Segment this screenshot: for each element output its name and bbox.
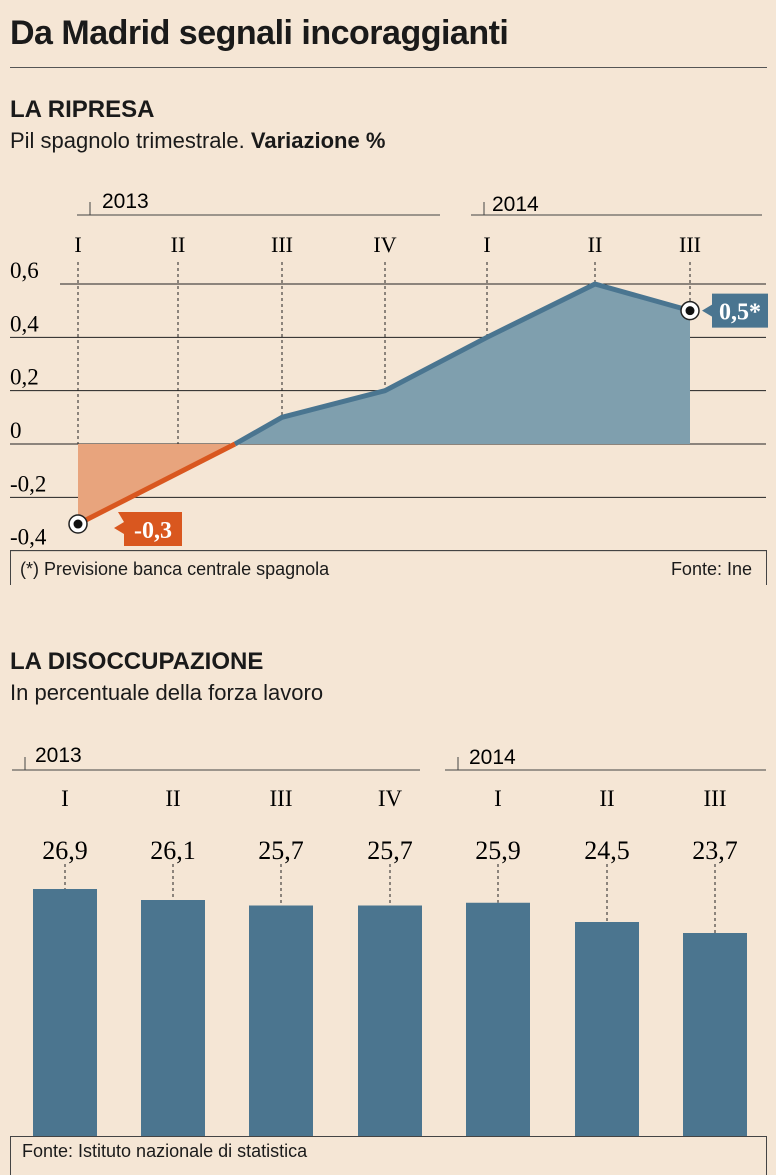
gdp-frame-left	[10, 550, 11, 585]
quarter-label: III	[679, 232, 701, 257]
gdp-frame-right	[766, 550, 767, 585]
negative-series-line	[76, 441, 237, 527]
gdp-footnote: (*) Previsione banca centrale spagnola	[20, 559, 330, 579]
gdp-subtitle: Pil spagnolo trimestrale. Variazione %	[10, 128, 385, 154]
year-label: 2014	[469, 746, 516, 769]
positive-series-line	[233, 281, 691, 447]
gdp-frame-top	[10, 550, 767, 551]
bar	[249, 905, 313, 1136]
quarter-label: II	[171, 232, 186, 257]
bar-value-label: 25,7	[367, 836, 413, 865]
year-label: 2013	[35, 744, 82, 767]
category-label: IV	[378, 786, 403, 811]
last-value-label: 0,5*	[719, 300, 761, 326]
category-label: I	[61, 786, 69, 811]
unemp-section-title: LA DISOCCUPAZIONE	[10, 648, 264, 675]
y-tick-label: 0	[10, 418, 22, 443]
gdp-section-title: LA RIPRESA	[10, 96, 155, 123]
title-rule	[10, 67, 767, 68]
y-tick-label: 0,6	[10, 258, 39, 283]
bar-value-label: 25,9	[475, 836, 521, 865]
gdp-subtitle-unit: Variazione %	[250, 128, 386, 153]
bar	[141, 900, 205, 1136]
unemp-frame-right	[766, 1136, 767, 1175]
first-value-label: -0,3	[134, 518, 172, 544]
bar	[33, 889, 97, 1136]
unemp-frame-top	[10, 1136, 767, 1137]
first-value-badge	[114, 512, 182, 547]
bar-value-label: 25,7	[258, 836, 304, 865]
year-label: 2014	[492, 193, 539, 216]
y-tick-label: 0,4	[10, 311, 39, 336]
y-tick-label: 0,2	[10, 365, 39, 390]
bar-value-label: 26,1	[150, 836, 196, 865]
category-label: III	[270, 786, 293, 811]
year-label: 2013	[102, 190, 149, 213]
data-point-core	[685, 306, 695, 316]
quarter-label: I	[483, 232, 490, 257]
gdp-source: Fonte: Ine	[670, 559, 752, 579]
category-label: I	[494, 786, 502, 811]
bar	[683, 933, 747, 1136]
bar-value-label: 23,7	[692, 836, 738, 865]
quarter-label: IV	[373, 232, 396, 257]
unemp-subtitle: In percentuale della forza lavoro	[10, 680, 324, 705]
quarter-label: II	[588, 232, 603, 257]
positive-area	[235, 283, 690, 444]
bar	[575, 922, 639, 1136]
quarter-label: III	[271, 232, 293, 257]
unemp-frame-left	[10, 1136, 11, 1175]
bar-value-label: 24,5	[584, 836, 630, 865]
y-tick-label: -0,2	[10, 471, 46, 496]
quarter-label: I	[74, 232, 81, 257]
unemployment-bar-chart: 2013 2014 I 26,9 II 26,1 III 25,7 IV 25,7 I 25,9 II 2…	[12, 744, 766, 1136]
category-label: II	[599, 786, 614, 811]
category-label: II	[165, 786, 180, 811]
y-tick-label: -0,4	[10, 525, 47, 550]
bar-value-label: 26,9	[42, 836, 88, 865]
bar	[466, 902, 530, 1136]
page-title: Da Madrid segnali incoraggianti	[10, 14, 509, 52]
unemp-source: Fonte: Istituto nazionale di statistica	[22, 1141, 308, 1161]
bar	[358, 905, 422, 1136]
last-value-badge	[702, 293, 768, 328]
data-point-core	[73, 519, 83, 529]
gdp-subtitle-text: Pil spagnolo trimestrale.	[10, 128, 245, 153]
category-label: III	[704, 786, 727, 811]
